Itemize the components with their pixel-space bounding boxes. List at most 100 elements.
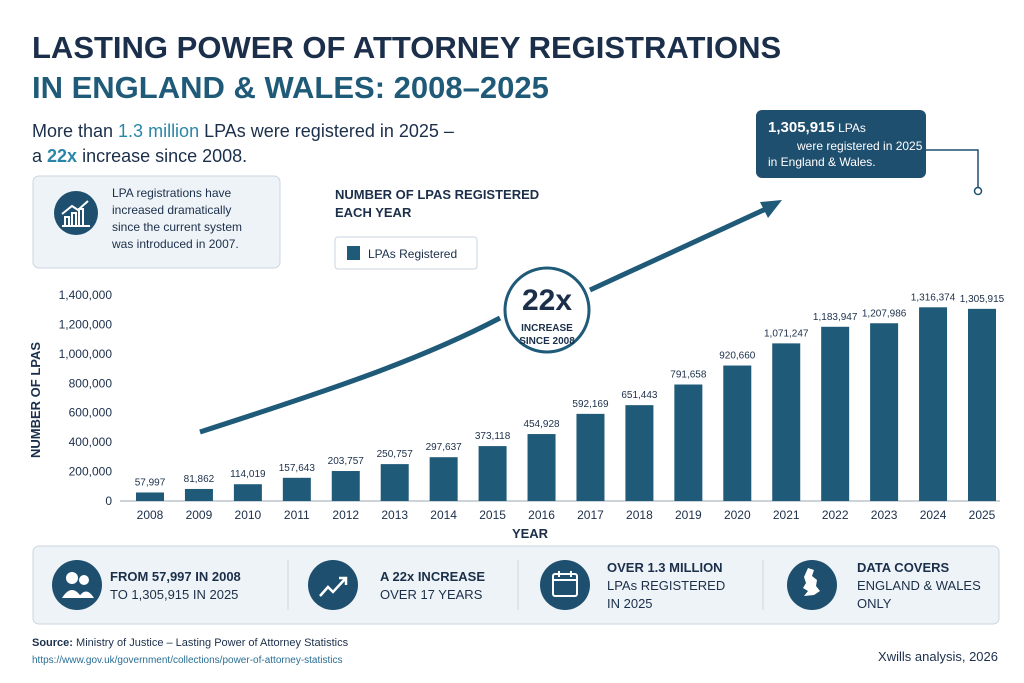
stat-text: A 22x INCREASE	[380, 569, 485, 584]
value-label: 1,305,915	[960, 294, 1005, 305]
value-label: 297,637	[426, 442, 463, 453]
x-tick-label: 2015	[479, 508, 506, 522]
stat-icon-glyph	[552, 573, 578, 597]
value-label: 791,658	[670, 370, 707, 381]
stat-text: DATA COVERS	[857, 560, 950, 575]
subtitle: a 22x increase since 2008.	[32, 146, 247, 166]
stat-text: OVER 1.3 MILLION	[607, 560, 723, 575]
value-label: 651,443	[621, 390, 658, 401]
legend-box	[334, 236, 478, 270]
y-tick-label: 800,000	[69, 376, 113, 390]
title-line: IN ENGLAND & WALES: 2008–2025	[32, 70, 549, 105]
value-label: 1,207,986	[862, 308, 907, 319]
bar	[919, 307, 948, 501]
x-tick-label: 2018	[626, 508, 653, 522]
x-tick-label: 2011	[284, 508, 310, 522]
chart-heading: EACH YEAR	[335, 205, 412, 220]
stat-icon-glyph	[553, 571, 577, 581]
callout-box	[756, 110, 926, 178]
bar	[331, 471, 360, 501]
bar	[478, 446, 507, 501]
stat-text: IN 2025	[607, 596, 653, 611]
info-icon-glyph	[61, 200, 90, 227]
bar	[821, 326, 850, 501]
stat-icon-glyph	[319, 576, 348, 597]
bar	[870, 323, 899, 501]
callout-dot	[973, 186, 983, 196]
y-tick-label: 1,200,000	[59, 317, 113, 331]
value-label: 1,316,374	[911, 292, 956, 303]
annotation-text: INCREASE	[521, 323, 573, 334]
y-tick-label: 1,000,000	[59, 347, 113, 361]
value-label: 592,169	[572, 399, 609, 410]
x-tick-label: 2020	[724, 508, 751, 522]
title-line: LASTING POWER OF ATTORNEY REGISTRATIONS	[32, 30, 781, 65]
stat-icon	[52, 560, 102, 610]
value-label: 454,928	[523, 419, 560, 430]
stat-text: TO 1,305,915 IN 2025	[110, 587, 238, 602]
x-tick-label: 2014	[430, 508, 457, 522]
subtitle-part: More than	[32, 121, 118, 141]
x-tick-label: 2019	[675, 508, 702, 522]
value-label: 373,118	[475, 431, 511, 442]
y-tick-label: 400,000	[69, 435, 113, 449]
info-text: since the current system	[112, 220, 242, 234]
stat-text: LPAs REGISTERED	[607, 578, 725, 593]
legend-label: LPAs Registered	[368, 247, 457, 261]
bar	[282, 477, 311, 501]
value-label: 157,643	[279, 463, 316, 474]
y-axis-label: NUMBER OF LPAS	[28, 342, 43, 458]
x-axis-label: YEAR	[512, 526, 549, 541]
source-text: Ministry of Justice – Lasting Power of A…	[73, 637, 349, 649]
stat-text: ONLY	[857, 596, 892, 611]
stat-icon-glyph	[66, 572, 78, 584]
x-tick-label: 2025	[969, 508, 996, 522]
callout-unit: LPAs	[835, 121, 866, 135]
stat-icon-glyph	[79, 575, 89, 585]
stat-icon	[308, 560, 358, 610]
subtitle-highlight: 22x	[47, 146, 77, 166]
bar	[136, 492, 164, 501]
annotation-text: SINCE 2008	[519, 336, 575, 347]
source-url: https://www.gov.uk/government/collection…	[32, 655, 343, 666]
bar	[527, 434, 556, 501]
stat-icon	[540, 560, 590, 610]
callout-number: 1,305,915	[768, 119, 835, 136]
annotation-circle	[503, 266, 591, 354]
arrow-head	[760, 200, 782, 218]
y-tick-label: 0	[105, 494, 112, 508]
info-text: LPA registrations have	[112, 186, 232, 200]
stat-icon-glyph	[803, 568, 820, 596]
subtitle: More than 1.3 million LPAs were register…	[32, 121, 454, 141]
stat-text: ENGLAND & WALES	[857, 578, 981, 593]
subtitle-part: a	[32, 146, 47, 166]
y-tick-label: 1,400,000	[59, 288, 113, 302]
x-tick-label: 2017	[577, 508, 604, 522]
bar	[625, 405, 654, 501]
bar	[674, 384, 703, 501]
x-tick-label: 2022	[822, 508, 849, 522]
x-tick-label: 2021	[773, 508, 800, 522]
value-label: 920,660	[719, 351, 756, 362]
legend-swatch	[347, 246, 360, 260]
x-tick-label: 2013	[381, 508, 408, 522]
info-text: increased dramatically	[112, 203, 231, 217]
x-tick-label: 2012	[332, 508, 359, 522]
value-label: 250,757	[377, 449, 414, 460]
stat-text: OVER 17 YEARS	[380, 587, 483, 602]
trend-arrow	[588, 205, 770, 293]
bar	[184, 488, 213, 501]
subtitle-highlight: 1.3 million	[118, 121, 199, 141]
x-tick-label: 2010	[235, 508, 262, 522]
source: Source: Ministry of Justice – Lasting Po…	[32, 637, 349, 649]
value-label: 81,862	[184, 474, 215, 485]
callout-text: were registered in 2025	[796, 139, 923, 153]
value-label: 57,997	[135, 477, 166, 488]
callout-text: in England & Wales.	[768, 155, 876, 169]
annotation-big: 22x	[522, 284, 572, 317]
value-label: 1,071,247	[764, 328, 809, 339]
info-box	[32, 175, 281, 269]
bar	[772, 343, 801, 501]
stat-icon-glyph	[62, 590, 94, 598]
